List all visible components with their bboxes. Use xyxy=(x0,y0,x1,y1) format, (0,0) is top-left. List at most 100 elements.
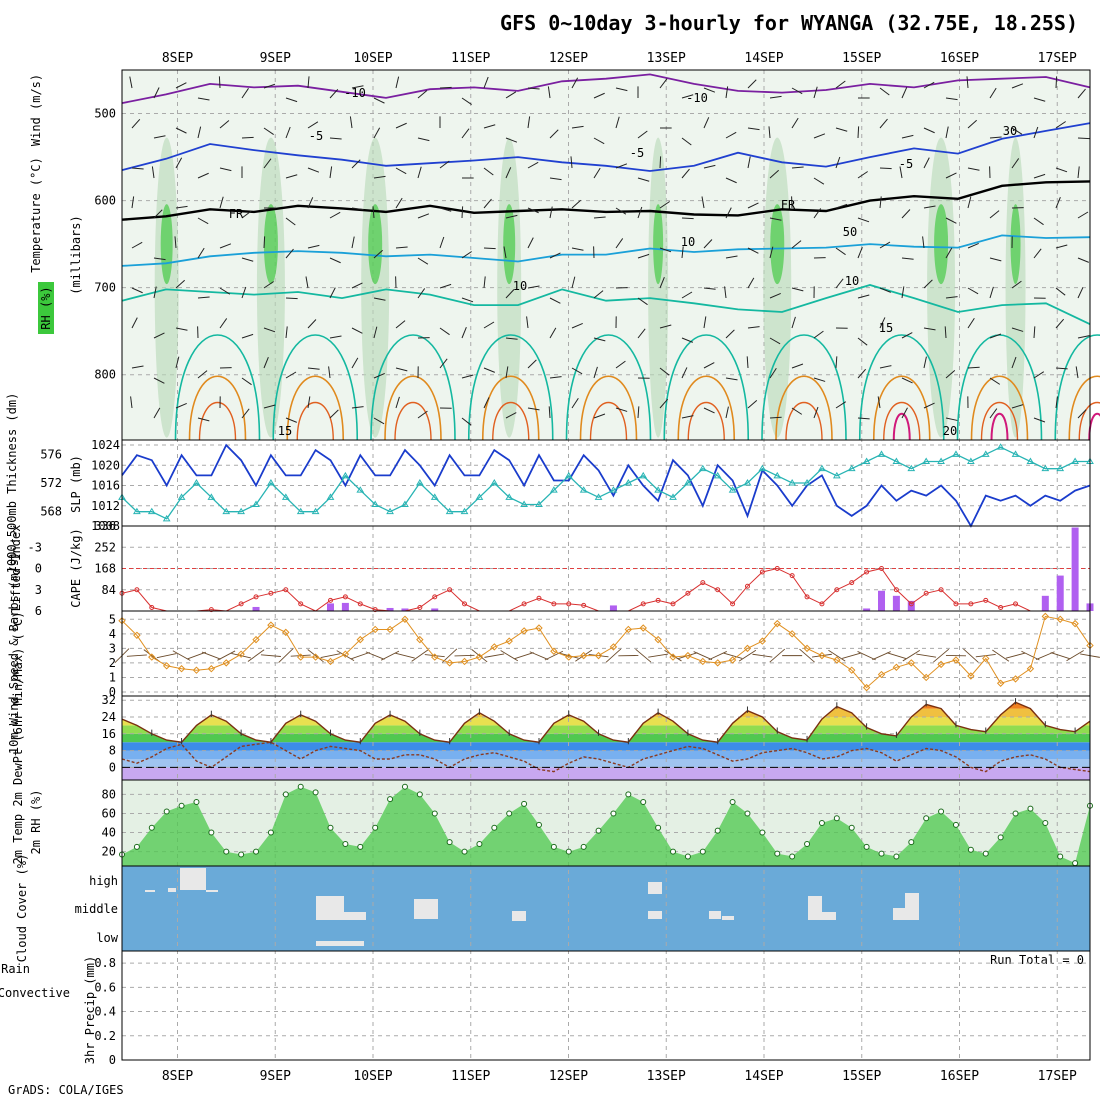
thickness-point xyxy=(966,457,975,464)
wind-barb xyxy=(703,239,713,249)
rh-point xyxy=(938,808,945,815)
precip-total-label: Total / Rain xyxy=(0,962,30,976)
wind-barb xyxy=(307,76,310,89)
boundary-isotherm-15 xyxy=(1054,334,1100,441)
thickness-point xyxy=(326,493,335,500)
isotherm-line-2 xyxy=(121,180,1091,221)
lifted-index-point xyxy=(253,594,259,600)
wind-barb xyxy=(725,406,729,419)
wind-barb xyxy=(1055,318,1065,329)
wind-barb-10m xyxy=(902,649,921,662)
wind-barb xyxy=(395,320,406,329)
thickness-point xyxy=(356,486,365,493)
wind-barb xyxy=(659,367,670,376)
wind-barb xyxy=(703,164,716,169)
top-date-tick: 14SEP xyxy=(744,51,783,66)
wind-barb xyxy=(372,206,375,219)
isotherm-line-1 xyxy=(121,122,1091,172)
chart-marks xyxy=(114,73,1100,946)
wind-barb xyxy=(395,276,397,289)
wind-barb-10m xyxy=(933,648,950,663)
wind-barb xyxy=(879,196,882,209)
top-date-tick: 15SEP xyxy=(842,51,881,66)
wind-barb xyxy=(461,297,474,303)
wind-barb xyxy=(857,97,870,99)
contour-label: 10 xyxy=(681,235,695,249)
pressure-tick-label: 600 xyxy=(94,194,116,208)
wind-barb-10m xyxy=(664,649,682,662)
thickness-point xyxy=(564,471,573,479)
cape-tick-label: 84 xyxy=(102,583,116,597)
lifted-index-point xyxy=(983,597,989,603)
wind-barb xyxy=(681,367,688,379)
wind-barb xyxy=(241,136,254,139)
wind-barb xyxy=(945,172,957,179)
thickness-point xyxy=(296,507,305,515)
cape-bar xyxy=(386,607,394,611)
wind-speed-point xyxy=(803,644,811,653)
wind-speed-point xyxy=(162,662,171,670)
rh-point xyxy=(163,808,170,815)
thickness-point xyxy=(147,507,156,515)
wind-barb xyxy=(263,158,272,169)
rh-high-humidity-core xyxy=(368,204,383,285)
wind-barb xyxy=(483,367,495,373)
rh-point xyxy=(699,848,706,855)
thickness-point xyxy=(430,493,439,500)
wind-barb xyxy=(791,87,803,95)
wind-barb xyxy=(945,97,958,101)
wind-barb xyxy=(549,129,559,139)
thickness-point xyxy=(773,471,782,479)
wind-speed-point xyxy=(639,624,647,632)
boundary-isotherm-25 xyxy=(687,401,725,441)
wind-speed-point xyxy=(758,637,767,645)
wind-barb xyxy=(241,210,252,219)
wind-barb-10m xyxy=(484,653,505,658)
wind-barb xyxy=(285,126,291,139)
wind-barb xyxy=(1011,207,1024,209)
lifted-index-point xyxy=(536,595,542,601)
wind-barb xyxy=(1055,121,1066,129)
wind-tick-label: 1 xyxy=(109,670,116,684)
lifted-index-point xyxy=(372,607,378,613)
wind-barb xyxy=(131,287,143,294)
wind-speed-point xyxy=(728,656,737,664)
wind-speed-point xyxy=(252,635,260,644)
wind-barb xyxy=(571,322,583,329)
cape-bar xyxy=(863,608,871,611)
bottom-date-tick: 12SEP xyxy=(549,1069,588,1084)
wind-barb xyxy=(219,287,231,295)
wind-barb xyxy=(571,199,582,209)
wind-barb xyxy=(747,277,755,289)
wind-barb xyxy=(373,372,385,379)
cloud-cover-bar xyxy=(344,912,366,920)
wind-barb xyxy=(307,167,320,173)
wind-speed-point xyxy=(222,659,230,667)
lifted-index-point xyxy=(283,587,289,593)
precip-axis-label: 3hr Precip (mm) xyxy=(83,956,97,1064)
thickness-point xyxy=(952,450,960,457)
thickness-point xyxy=(415,479,424,486)
wind-barb xyxy=(263,127,274,135)
wind-barb xyxy=(373,326,378,339)
wind-barb xyxy=(615,87,628,92)
wind-barb xyxy=(1033,248,1042,259)
thickness-point xyxy=(624,479,633,486)
cloud-cover-bar xyxy=(648,911,662,919)
wind-barb xyxy=(989,166,991,179)
contour-label: -5 xyxy=(899,157,913,171)
rh-point xyxy=(193,798,200,805)
bottom-date-tick: 9SEP xyxy=(260,1069,291,1084)
wind-barb xyxy=(769,95,782,99)
slp-tick-label: 1024 xyxy=(91,438,120,452)
thickness-point xyxy=(639,471,648,479)
boundary-isotherm-25 xyxy=(1078,401,1100,441)
wind-barb xyxy=(701,196,705,209)
wind-barb xyxy=(769,367,777,379)
wind-speed-point xyxy=(862,683,871,692)
cape-bar xyxy=(326,603,334,611)
wind-barb xyxy=(349,116,353,129)
boundary-isotherm-15 xyxy=(370,334,456,441)
wind-barb xyxy=(1011,127,1023,135)
lifted-index-point xyxy=(953,601,959,607)
